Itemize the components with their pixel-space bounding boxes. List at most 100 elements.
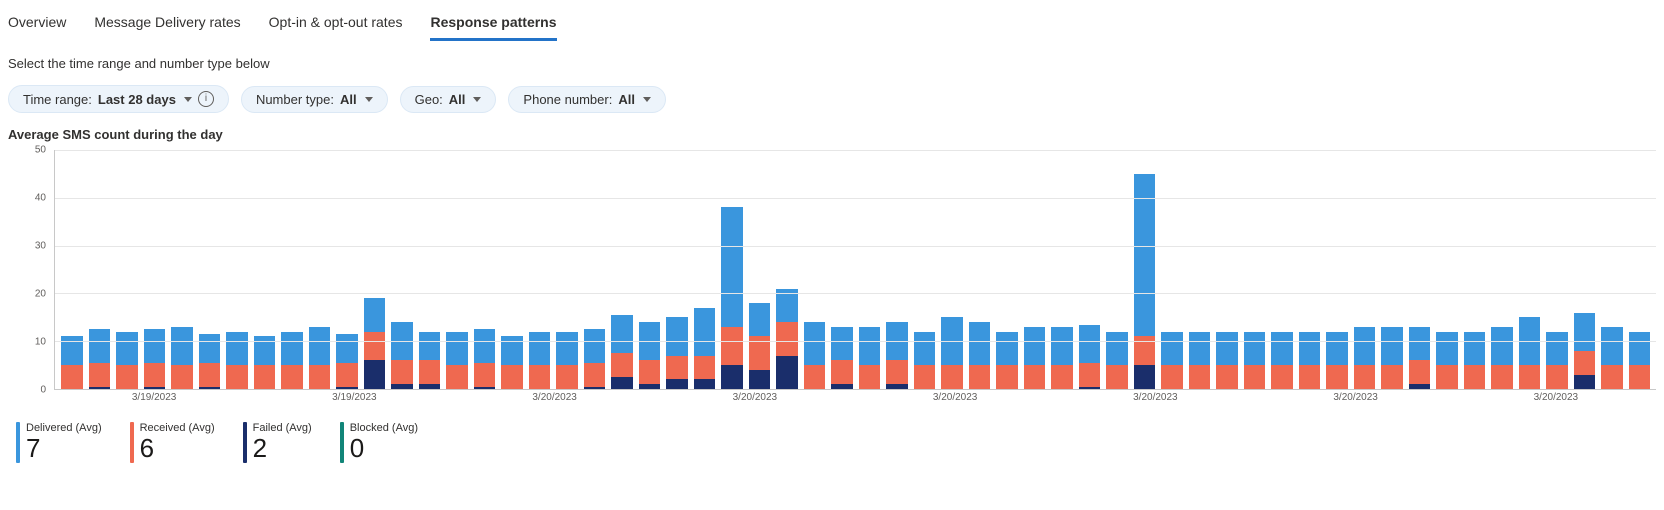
bar-segment-failed [1134,365,1156,389]
chart-bar[interactable] [61,150,83,389]
chart-bar[interactable] [1491,150,1513,389]
chart-bar[interactable] [941,150,963,389]
tab-overview[interactable]: Overview [8,10,66,41]
bar-segment-delivered [364,298,386,331]
chart-bar[interactable] [1354,150,1376,389]
chart-bar[interactable] [171,150,193,389]
chart-bar[interactable] [1216,150,1238,389]
chart-bar[interactable] [749,150,771,389]
bar-segment-delivered [1216,332,1238,365]
chart-bar[interactable] [1024,150,1046,389]
chart-bar[interactable] [831,150,853,389]
chart-bar[interactable] [1271,150,1293,389]
chart-bar[interactable] [1601,150,1623,389]
bar-segment-received [1024,365,1046,389]
filter-time-range[interactable]: Time range: Last 28 days i [8,85,229,113]
chart-bar[interactable] [446,150,468,389]
chart-bar[interactable] [1409,150,1431,389]
bar-segment-received [859,365,881,389]
chart-bar[interactable] [116,150,138,389]
bar-segment-failed [419,384,441,389]
chart-bar[interactable] [1574,150,1596,389]
chart-bar[interactable] [886,150,908,389]
chart-bar[interactable] [694,150,716,389]
chart-bar[interactable] [1326,150,1348,389]
chart-bar[interactable] [529,150,551,389]
bar-segment-received [996,365,1018,389]
bar-segment-delivered [226,332,248,365]
chart-bar[interactable] [996,150,1018,389]
chart-bar[interactable] [1381,150,1403,389]
bar-segment-failed [749,370,771,389]
bar-segment-failed [474,387,496,389]
chart-bar[interactable] [364,150,386,389]
bar-segment-delivered [859,327,881,365]
chart-bar[interactable] [1134,150,1156,389]
bar-segment-received [1491,365,1513,389]
info-icon[interactable]: i [198,91,214,107]
chart-bar[interactable] [89,150,111,389]
filter-number-type[interactable]: Number type: All [241,86,388,113]
chart-bar[interactable] [1244,150,1266,389]
chart-bar[interactable] [1106,150,1128,389]
chart-bar[interactable] [1079,150,1101,389]
chart-bar[interactable] [914,150,936,389]
bar-segment-delivered [1271,332,1293,365]
y-tick-label: 30 [35,241,46,252]
chart-bar[interactable] [969,150,991,389]
chart-bar[interactable] [309,150,331,389]
chart-bar[interactable] [639,150,661,389]
bar-segment-received [1106,365,1128,389]
chart-bar[interactable] [336,150,358,389]
chart-bar[interactable] [1629,150,1651,389]
chart-bar[interactable] [254,150,276,389]
bar-segment-delivered [1464,332,1486,365]
tab-response-patterns[interactable]: Response patterns [430,10,556,41]
chart-bar[interactable] [226,150,248,389]
bar-segment-received [776,322,798,355]
bar-segment-received [831,360,853,384]
chart-bar[interactable] [1546,150,1568,389]
chart-bar[interactable] [501,150,523,389]
filter-phone-number[interactable]: Phone number: All [508,86,666,113]
bar-segment-received [639,360,661,384]
chart-bar[interactable] [1436,150,1458,389]
chart-bar[interactable] [1464,150,1486,389]
chart-bar[interactable] [1051,150,1073,389]
y-tick-label: 40 [35,193,46,204]
bar-segment-received [446,365,468,389]
legend-item[interactable]: Received (Avg)6 [130,422,215,463]
chart-bar[interactable] [1519,150,1541,389]
chart-bar[interactable] [281,150,303,389]
chart-bar[interactable] [804,150,826,389]
chart-bar[interactable] [556,150,578,389]
y-tick-label: 20 [35,289,46,300]
tab-opt-in-opt-out-rates[interactable]: Opt-in & opt-out rates [269,10,403,41]
bar-segment-received [199,363,221,387]
chart-bar[interactable] [584,150,606,389]
bar-segment-delivered [1051,327,1073,365]
filter-geo[interactable]: Geo: All [400,86,497,113]
chart-bar[interactable] [859,150,881,389]
chart-bar[interactable] [474,150,496,389]
legend-item[interactable]: Failed (Avg)2 [243,422,312,463]
chart-bar[interactable] [666,150,688,389]
legend-item[interactable]: Blocked (Avg)0 [340,422,418,463]
chart-bar[interactable] [1161,150,1183,389]
tab-message-delivery-rates[interactable]: Message Delivery rates [94,10,240,41]
chart-bar[interactable] [391,150,413,389]
chart-bar[interactable] [419,150,441,389]
chart-bar[interactable] [144,150,166,389]
chart-bar[interactable] [1189,150,1211,389]
legend-item[interactable]: Delivered (Avg)7 [16,422,102,463]
chart-bar[interactable] [199,150,221,389]
chart-bar[interactable] [1299,150,1321,389]
bar-segment-received [116,365,138,389]
bar-segment-received [391,360,413,384]
bar-segment-failed [391,384,413,389]
bar-segment-failed [776,356,798,389]
y-axis-labels: 01020304050 [8,150,50,390]
chart-bar[interactable] [611,150,633,389]
chart-bar[interactable] [721,150,743,389]
chart-bar[interactable] [776,150,798,389]
